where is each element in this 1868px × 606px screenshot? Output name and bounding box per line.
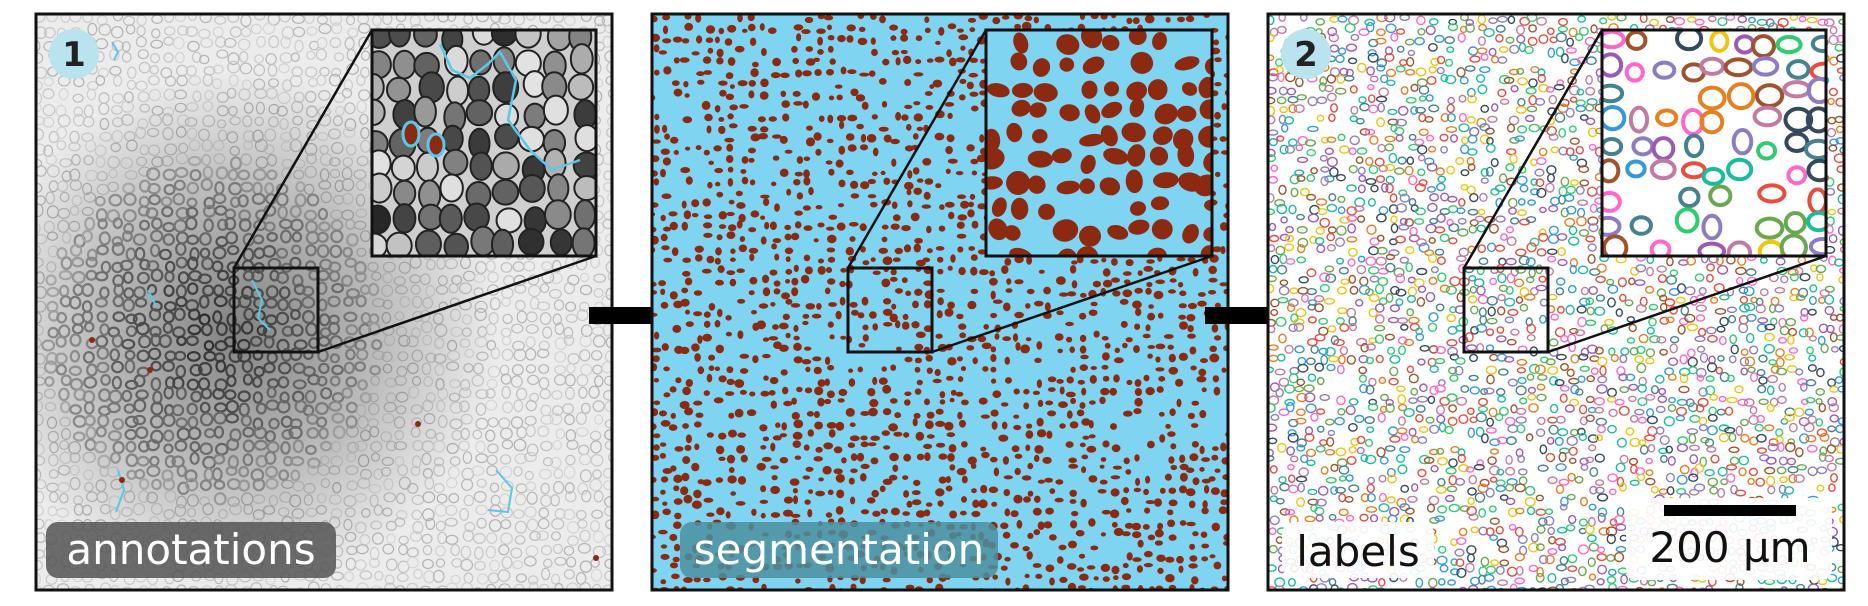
segmentation-panel: segmentation: [650, 12, 1230, 592]
labels-panel: 2 labels 200 µm: [1266, 12, 1846, 592]
scalebar: [1664, 505, 1796, 516]
segmentation-inset: [986, 30, 1212, 256]
annotations-panel: 1 annotations: [34, 12, 614, 592]
scalebar-label: 200 µm: [1649, 523, 1810, 572]
segmentation-label-pill: [680, 522, 998, 578]
scalebar-background: [1626, 498, 1832, 580]
labels-label-pill: [1282, 522, 1434, 578]
labels-zoom-box: [1462, 266, 1550, 354]
step-badge-1-text: 1: [62, 35, 86, 75]
annotations-label: annotations: [66, 525, 315, 574]
step-badge-2-text: 2: [1294, 35, 1318, 75]
annotation-traces: [89, 41, 599, 561]
step-badge-2: [1281, 29, 1331, 79]
segmentation-zoom-box: [846, 266, 934, 354]
labels-inset: [1602, 30, 1826, 256]
segmentation-label: segmentation: [694, 525, 984, 574]
labels-label: labels: [1296, 527, 1419, 576]
step-badge-1: [49, 29, 99, 79]
annotations-zoom-box: [232, 266, 320, 354]
annotations-inset: [372, 30, 596, 256]
annotations-label-pill: [46, 522, 336, 578]
